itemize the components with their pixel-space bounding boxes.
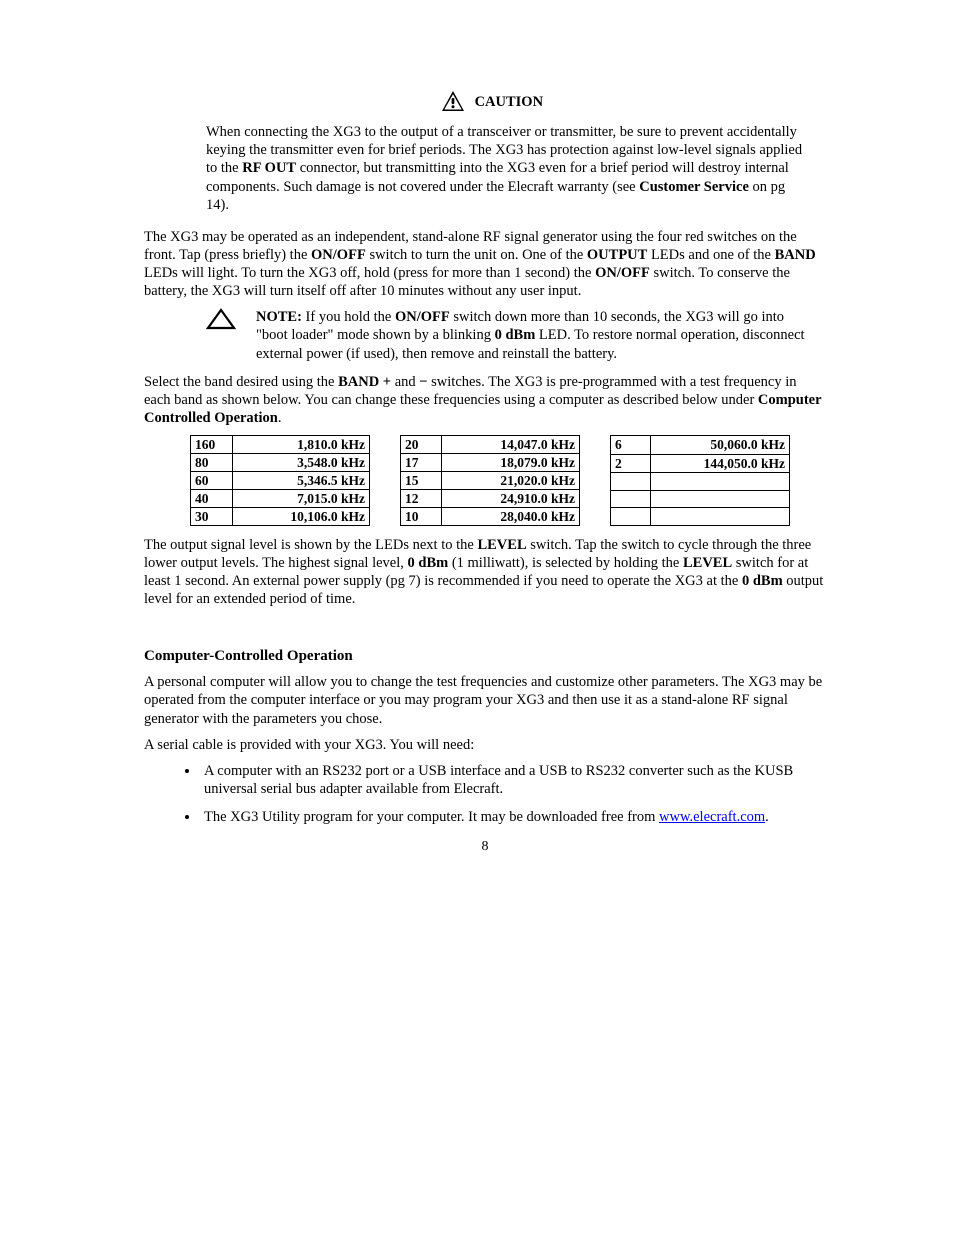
- freq-cell: [651, 508, 790, 526]
- freq-cell: 10,106.0 kHz: [232, 508, 369, 526]
- band-cell: [611, 490, 651, 508]
- caution-text: When connecting the XG3 to the output of…: [206, 123, 806, 214]
- document-page: CAUTION When connecting the XG3 to the o…: [0, 0, 954, 896]
- band-cell: 60: [191, 472, 233, 490]
- p2-b: and: [391, 374, 419, 390]
- caution-heading: CAUTION: [178, 90, 806, 117]
- page-number: 8: [144, 838, 826, 856]
- freq-cell: 144,050.0 kHz: [651, 454, 790, 473]
- dbm-label-1: 0 dBm: [408, 555, 449, 571]
- freq-cell: [651, 490, 790, 508]
- dbm-label-2: 0 dBm: [742, 573, 783, 589]
- table-row: [611, 473, 790, 491]
- p2-a: Select the band desired using the: [144, 374, 338, 390]
- band-cell: 80: [191, 454, 233, 472]
- note-label: NOTE:: [256, 309, 302, 325]
- freq-table-2: 2014,047.0 kHz 1718,079.0 kHz 1521,020.0…: [400, 435, 580, 526]
- frequency-tables: 1601,810.0 kHz 803,548.0 kHz 605,346.5 k…: [190, 435, 790, 526]
- band-cell: 6: [611, 436, 651, 455]
- paragraph-level: The output signal level is shown by the …: [144, 536, 826, 609]
- list-item: A computer with an RS232 port or a USB i…: [200, 762, 826, 798]
- freq-cell: 1,810.0 kHz: [232, 436, 369, 454]
- note-triangle-icon: [206, 308, 236, 335]
- onoff-label-1: ON/OFF: [311, 247, 366, 263]
- band-cell: 160: [191, 436, 233, 454]
- table-row: 1028,040.0 kHz: [401, 508, 580, 526]
- note-body: NOTE: If you hold the ON/OFF switch down…: [256, 308, 806, 362]
- table-row: [611, 508, 790, 526]
- freq-cell: 14,047.0 kHz: [442, 436, 580, 454]
- elecraft-link[interactable]: www.elecraft.com: [659, 809, 765, 825]
- minus-label: −: [419, 374, 427, 390]
- table-row: 1718,079.0 kHz: [401, 454, 580, 472]
- band-label: BAND: [775, 247, 816, 263]
- band-cell: [611, 473, 651, 491]
- band-cell: 30: [191, 508, 233, 526]
- table-row: 2014,047.0 kHz: [401, 436, 580, 454]
- note-block: NOTE: If you hold the ON/OFF switch down…: [206, 308, 806, 362]
- p1-d: LEDs will light. To turn the XG3 off, ho…: [144, 265, 595, 281]
- caution-triangle-icon: [441, 90, 465, 112]
- band-cell: 20: [401, 436, 442, 454]
- list-item: The XG3 Utility program for your compute…: [200, 808, 826, 826]
- band-plus-label: BAND +: [338, 374, 391, 390]
- bullet-2-text-b: .: [765, 809, 769, 825]
- table-row: 803,548.0 kHz: [191, 454, 370, 472]
- freq-table-1: 1601,810.0 kHz 803,548.0 kHz 605,346.5 k…: [190, 435, 370, 526]
- band-cell: [611, 508, 651, 526]
- output-label: OUTPUT: [587, 247, 647, 263]
- requirements-list: A computer with an RS232 port or a USB i…: [144, 762, 826, 826]
- paragraph-computer-intro: A personal computer will allow you to ch…: [144, 673, 826, 727]
- band-cell: 17: [401, 454, 442, 472]
- freq-cell: 3,548.0 kHz: [232, 454, 369, 472]
- table-row: 1601,810.0 kHz: [191, 436, 370, 454]
- freq-cell: 24,910.0 kHz: [442, 490, 580, 508]
- freq-cell: 7,015.0 kHz: [232, 490, 369, 508]
- p3-c: (1 milliwatt), is selected by holding th…: [448, 555, 683, 571]
- freq-table-3: 650,060.0 kHz 2144,050.0 kHz: [610, 435, 790, 526]
- freq-cell: 21,020.0 kHz: [442, 472, 580, 490]
- rf-out-label: RF OUT: [242, 160, 296, 176]
- p1-c: LEDs and one of the: [647, 247, 774, 263]
- freq-cell: 50,060.0 kHz: [651, 436, 790, 455]
- table-row: 1521,020.0 kHz: [401, 472, 580, 490]
- table-row: 3010,106.0 kHz: [191, 508, 370, 526]
- p1-b: switch to turn the unit on. One of the: [366, 247, 587, 263]
- section-heading: Computer-Controlled Operation: [144, 647, 826, 666]
- paragraph-serial-cable: A serial cable is provided with your XG3…: [144, 736, 826, 754]
- customer-service-label: Customer Service: [639, 179, 749, 195]
- table-row: 1224,910.0 kHz: [401, 490, 580, 508]
- note-dbm: 0 dBm: [495, 327, 536, 343]
- level-label-1: LEVEL: [477, 537, 526, 553]
- note-onoff: ON/OFF: [395, 309, 450, 325]
- band-cell: 40: [191, 490, 233, 508]
- table-row: 605,346.5 kHz: [191, 472, 370, 490]
- band-cell: 12: [401, 490, 442, 508]
- band-cell: 15: [401, 472, 442, 490]
- bullet-2-text-a: The XG3 Utility program for your compute…: [204, 809, 659, 825]
- p3-a: The output signal level is shown by the …: [144, 537, 477, 553]
- freq-cell: 18,079.0 kHz: [442, 454, 580, 472]
- table-row: 2144,050.0 kHz: [611, 454, 790, 473]
- table-row: [611, 490, 790, 508]
- freq-cell: [651, 473, 790, 491]
- p2-d: .: [278, 410, 282, 426]
- note-a: If you hold the: [302, 309, 395, 325]
- table-row: 407,015.0 kHz: [191, 490, 370, 508]
- freq-cell: 5,346.5 kHz: [232, 472, 369, 490]
- freq-cell: 28,040.0 kHz: [442, 508, 580, 526]
- table-row: 650,060.0 kHz: [611, 436, 790, 455]
- onoff-label-2: ON/OFF: [595, 265, 650, 281]
- band-cell: 10: [401, 508, 442, 526]
- paragraph-operation: The XG3 may be operated as an independen…: [144, 228, 826, 301]
- band-cell: 2: [611, 454, 651, 473]
- caution-label: CAUTION: [475, 94, 543, 110]
- level-label-2: LEVEL: [683, 555, 732, 571]
- bullet-1-text: A computer with an RS232 port or a USB i…: [204, 763, 793, 797]
- caution-block: CAUTION When connecting the XG3 to the o…: [206, 90, 806, 214]
- paragraph-band-select: Select the band desired using the BAND +…: [144, 373, 826, 427]
